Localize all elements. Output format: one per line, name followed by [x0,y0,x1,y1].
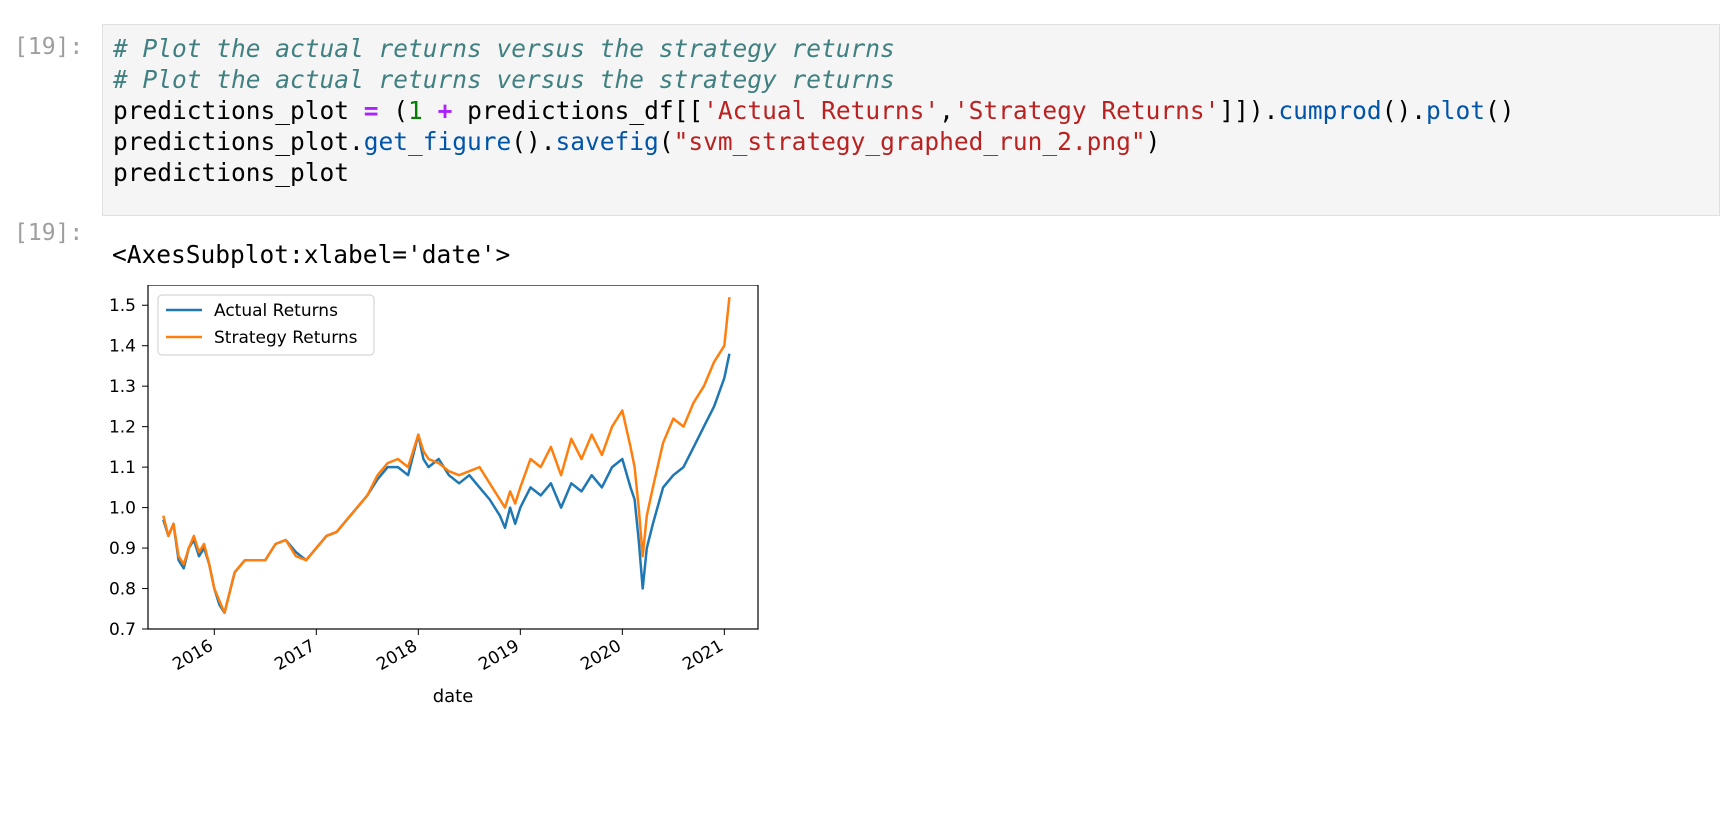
code-token: + [437,96,453,125]
x-tick-label: 2020 [577,636,624,675]
code-cell[interactable]: # Plot the actual returns versus the str… [102,24,1720,216]
code-token: (). [511,127,556,156]
returns-line-chart: 0.7 0.8 0.9 1.0 1.1 1.2 1.3 1.4 1.5 2016 2017 2018 2… [109,285,759,707]
output-prompt: [19]: [14,220,84,246]
code-token: predictions_plot [113,158,350,187]
code-token: predictions_plot. [113,127,364,156]
code-token: ( [378,96,409,125]
code-token: 'Strategy Returns' [953,96,1220,125]
output-text: <AxesSubplot:xlabel='date'> [112,240,511,269]
code-token: 'Actual Returns' [703,96,940,125]
x-tick-label: 2019 [475,636,522,675]
code-line: # Plot the actual returns versus the str… [113,63,895,97]
x-axis-label: date [433,686,474,707]
y-tick-label: 1.4 [109,337,136,357]
y-tick-label: 1.5 [109,296,136,316]
x-tick-label: 2018 [373,636,420,675]
code-token: "svm_strategy_graphed_run_2.png" [673,127,1146,156]
code-token: ) [1145,127,1161,156]
y-tick-label: 0.9 [109,539,136,559]
code-line: predictions_plot.get_figure().savefig("s… [113,125,1160,159]
code-token: , [939,96,954,125]
code-token: cumprod [1278,96,1382,125]
series-line [162,353,731,615]
x-tick-label: 2016 [169,636,216,675]
legend-label: Strategy Returns [214,328,358,348]
code-token: savefig [555,127,659,156]
code-token: # Plot the actual returns versus the str… [113,34,895,63]
legend-box [157,294,375,356]
plot-frame [147,285,759,630]
y-tick-label: 1.1 [109,458,136,478]
y-tick-label: 0.7 [109,620,136,640]
code-token: () [1484,96,1515,125]
input-prompt: [19]: [14,34,84,60]
code-token: ( [658,127,674,156]
code-token: get_figure [363,127,512,156]
code-token: # Plot the actual returns versus the str… [113,65,895,94]
code-token: predictions_plot [113,96,364,125]
code-token: 1 [408,96,423,125]
y-tick-label: 1.2 [109,418,136,438]
code-line: predictions_plot [113,156,349,190]
legend-label: Actual Returns [214,301,338,321]
code-token: predictions_df[[ [452,96,704,125]
code-token: ]]). [1219,96,1279,125]
code-token: plot [1425,96,1485,125]
code-line: # Plot the actual returns versus the str… [113,32,895,66]
code-token [423,96,438,125]
code-token: = [363,96,379,125]
code-token: (). [1381,96,1426,125]
y-tick-label: 1.0 [109,499,136,519]
y-tick-label: 0.8 [109,580,136,600]
x-tick-label: 2021 [679,636,726,675]
y-tick-label: 1.3 [109,377,136,397]
series-line [162,296,731,615]
x-tick-label: 2017 [271,636,318,675]
code-line: predictions_plot = (1 + predictions_df[[… [113,94,1514,128]
